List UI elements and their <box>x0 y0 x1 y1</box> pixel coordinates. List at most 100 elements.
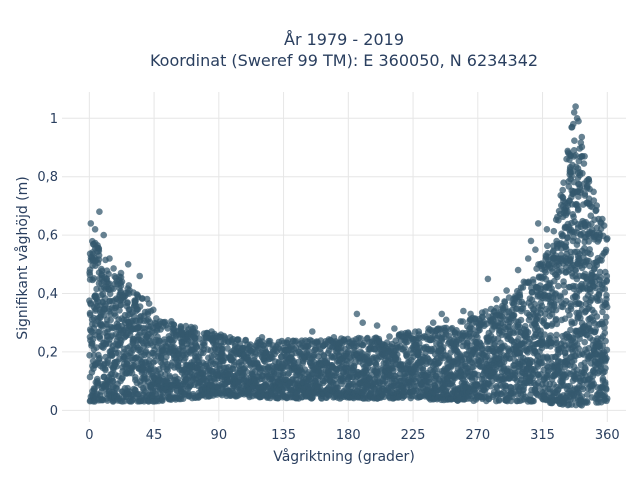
scatter-point <box>510 312 518 319</box>
scatter-point <box>86 269 93 276</box>
scatter-point <box>553 240 561 248</box>
chart-title-line1: År 1979 - 2019 <box>284 30 404 49</box>
scatter-point <box>114 349 122 357</box>
scatter-point <box>403 352 410 359</box>
scatter-point <box>442 316 450 324</box>
scatter-point <box>599 215 606 223</box>
scatter-point <box>309 328 316 335</box>
scatter-point <box>100 231 107 239</box>
scatter-point <box>602 385 610 392</box>
scatter-point <box>107 316 114 324</box>
scatter-point <box>511 293 519 300</box>
scatter-point <box>603 346 611 354</box>
scatter-point <box>353 310 361 318</box>
scatter-point <box>517 316 525 324</box>
scatter-point <box>570 153 578 160</box>
y-tick-label: 0,2 <box>37 345 58 360</box>
scatter-point <box>593 202 600 209</box>
scatter-point <box>571 137 578 144</box>
scatter-point <box>573 115 581 122</box>
scatter-point <box>476 326 483 334</box>
scatter-point <box>208 328 215 335</box>
scatter-point <box>603 395 611 402</box>
scatter-point <box>550 227 558 235</box>
scatter-point <box>132 298 139 306</box>
scatter-point <box>493 296 500 303</box>
scatter-point <box>561 289 569 296</box>
scatter-point <box>133 291 141 298</box>
x-tick-label: 180 <box>336 428 361 443</box>
scatter-point <box>522 322 529 330</box>
scatter-point <box>87 220 95 227</box>
x-tick-label: 135 <box>271 428 296 443</box>
scatter-point <box>124 261 132 268</box>
scatter-point <box>460 307 467 315</box>
scatter-point <box>585 178 593 185</box>
scatter-point <box>544 242 551 250</box>
scatter-point <box>581 338 588 346</box>
x-axis-ticks: 0 45 90 135 180 225 270 315 360 <box>85 428 620 443</box>
scatter-point <box>474 371 482 379</box>
scatter-point <box>547 332 554 339</box>
scatter-point <box>527 237 535 245</box>
scatter-point <box>192 343 200 350</box>
scatter-point <box>580 160 588 167</box>
scatter-point <box>175 347 182 355</box>
scatter-point <box>164 367 171 374</box>
plot-area <box>62 92 626 422</box>
x-axis-label: Vågriktning (grader) <box>273 448 415 465</box>
scatter-point <box>96 354 103 362</box>
scatter-point <box>524 255 532 262</box>
scatter-point <box>166 372 173 380</box>
x-tick-label: 225 <box>401 428 426 443</box>
scatter-point <box>189 325 197 332</box>
scatter-point <box>106 255 113 262</box>
scatter-point <box>603 236 610 243</box>
scatter-point <box>482 308 489 315</box>
scatter-point <box>247 341 254 348</box>
y-tick-label: 1 <box>50 112 58 127</box>
scatter-point <box>553 331 560 339</box>
scatter-point <box>534 220 542 227</box>
scatter-point <box>196 354 203 362</box>
scatter-point <box>93 285 100 293</box>
scatter-point <box>487 382 495 390</box>
y-tick-label: 0 <box>50 404 58 419</box>
scatter-point <box>136 272 143 280</box>
scatter-point <box>438 310 446 318</box>
scatter-point <box>117 301 125 309</box>
scatter-point <box>391 325 398 332</box>
scatter-point <box>559 186 566 194</box>
scatter-point <box>90 275 98 282</box>
scatter-point <box>159 393 166 401</box>
scatter-point <box>524 329 532 336</box>
x-tick-label: 360 <box>595 428 620 443</box>
x-tick-label: 45 <box>146 428 163 443</box>
scatter-point <box>393 351 401 358</box>
scatter-point <box>95 247 103 255</box>
scatter-point <box>104 357 112 364</box>
scatter-point <box>459 318 467 325</box>
y-tick-label: 0,6 <box>37 229 58 244</box>
scatter-point <box>373 322 381 329</box>
scatter-point <box>603 272 611 280</box>
scatter-point <box>602 365 609 372</box>
scatter-point <box>90 240 97 248</box>
scatter-point <box>125 282 133 289</box>
scatter-point <box>243 368 250 376</box>
scatter-point <box>102 366 109 374</box>
scatter-point <box>386 333 393 340</box>
x-tick-label: 270 <box>465 428 490 443</box>
scatter-point <box>591 328 599 336</box>
scatter-point <box>600 222 608 229</box>
scatter-point <box>550 261 558 268</box>
scatter-point <box>602 319 609 326</box>
scatter-point <box>145 300 153 307</box>
scatter-point <box>603 292 610 299</box>
scatter-point <box>578 143 586 151</box>
scatter-point <box>91 226 99 233</box>
scatter-point <box>479 313 486 321</box>
scatter-points <box>86 103 611 409</box>
scatter-point <box>543 226 551 233</box>
